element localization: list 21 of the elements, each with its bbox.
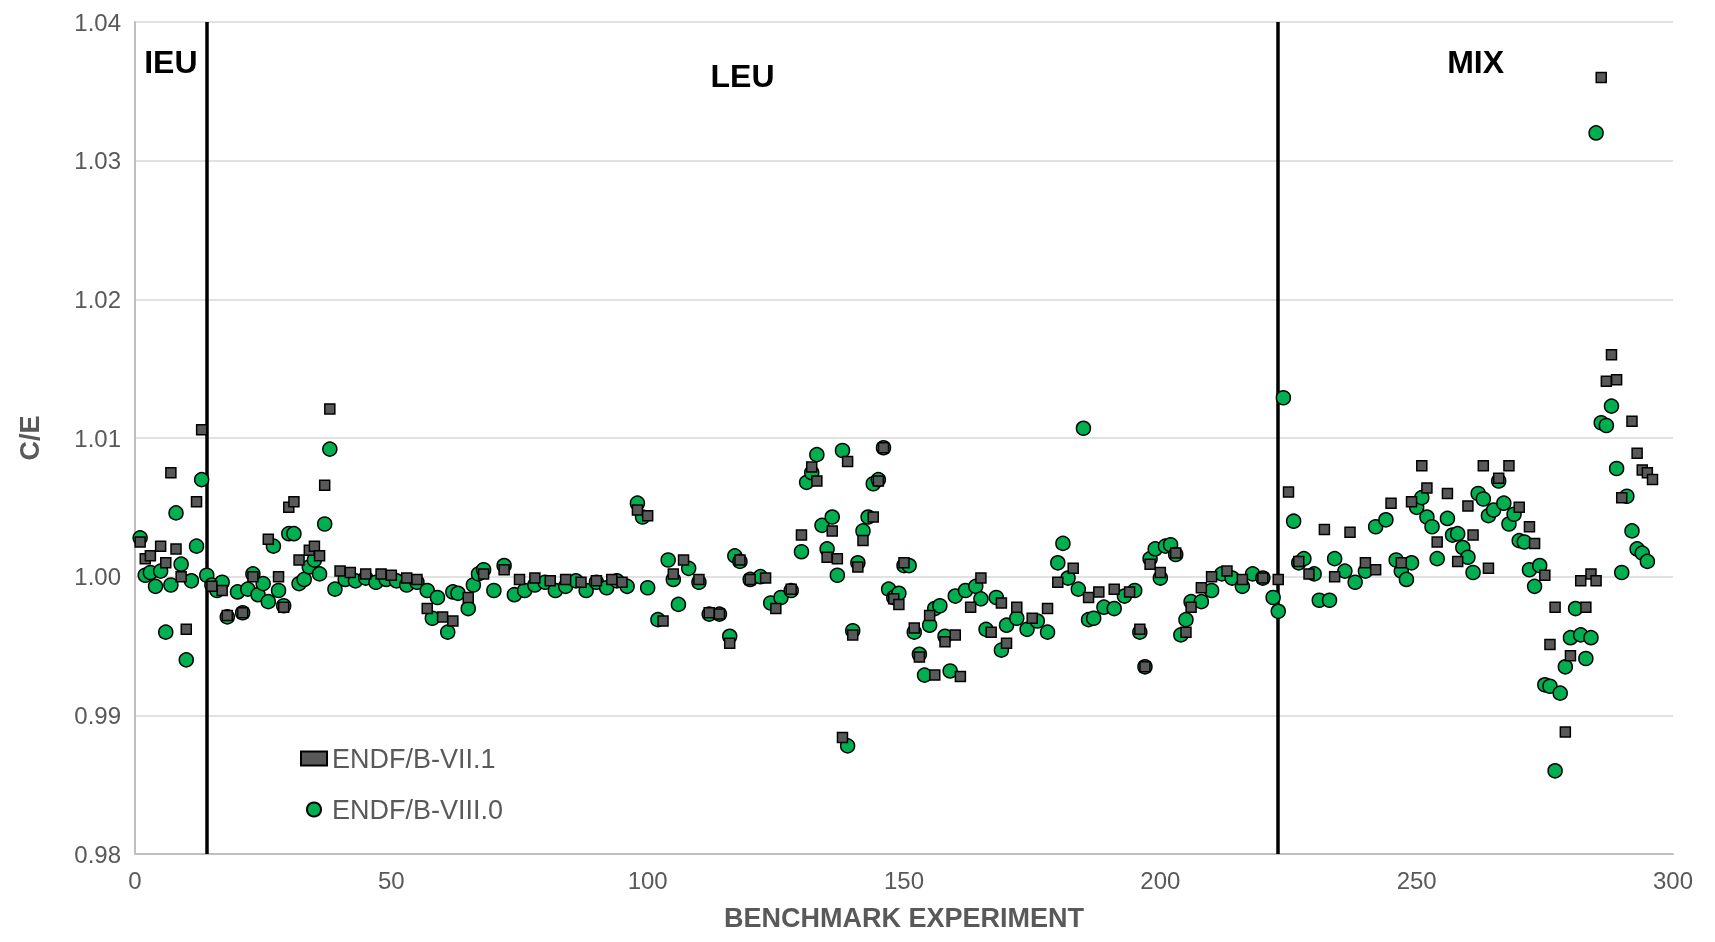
legend-label: ENDF/B-VII.1 (332, 743, 496, 774)
x-tick-label: 150 (883, 866, 925, 894)
x-tick-label: 300 (1652, 866, 1694, 894)
y-tick-label: 0.98 (74, 840, 121, 868)
y-tick-label: 1.01 (74, 424, 121, 452)
annotation: MIX (1447, 44, 1505, 80)
x-tick-label: 0 (128, 866, 142, 894)
x-tick-label: 50 (377, 866, 405, 894)
annotation: LEU (710, 58, 775, 94)
y-tick-label: 0.99 (74, 701, 121, 729)
x-tick-label: 250 (1396, 866, 1437, 894)
x-axis-title: BENCHMARK EXPERIMENT (723, 902, 1085, 933)
x-tick-label: 200 (1140, 866, 1181, 894)
annotation: IEU (144, 44, 198, 80)
y-tick-label: 1.04 (74, 8, 121, 36)
x-tick-label: 100 (627, 866, 668, 894)
y-axis-title: C/E (14, 415, 45, 461)
legend-label: ENDF/B-VIII.0 (332, 794, 504, 825)
y-tick-label: 1.03 (74, 147, 121, 175)
y-tick-label: 1.02 (74, 285, 121, 313)
y-tick-label: 1.00 (74, 563, 121, 591)
